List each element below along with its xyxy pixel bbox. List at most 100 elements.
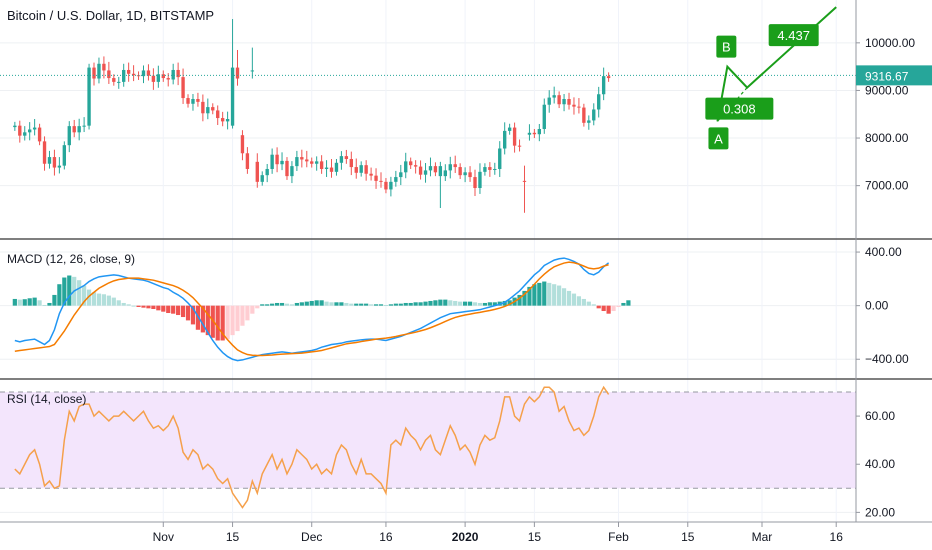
macd-histogram-bar [438, 299, 443, 306]
pattern-point-a-label-box[interactable] [708, 127, 729, 150]
macd-histogram-bar [517, 294, 522, 306]
candle-body [18, 125, 22, 136]
macd-histogram-bar [304, 301, 309, 306]
candle-body [438, 166, 443, 177]
x-tick-label: 16 [379, 530, 393, 544]
macd-histogram-bar [111, 297, 116, 306]
macd-histogram-bar [413, 302, 418, 306]
price-tick-label: 7000.00 [865, 179, 909, 193]
candle-body [532, 132, 537, 135]
candle-body [339, 156, 344, 163]
macd-histogram-bar [260, 304, 265, 306]
macd-histogram-bar [547, 282, 552, 306]
candle-body [572, 104, 576, 107]
candle-body [112, 78, 116, 82]
abcd-pattern-line [716, 6, 837, 122]
rsi-line [14, 385, 610, 509]
candle-body [280, 160, 284, 165]
macd-histogram-bar [52, 294, 57, 306]
candle-body [13, 125, 17, 128]
pattern-point-b-label-box[interactable] [716, 35, 737, 58]
macd-histogram-bar [542, 281, 547, 306]
series-layer: A B 0.308 4.437 [0, 6, 856, 509]
macd-tick-label: −400.00 [865, 352, 909, 366]
macd-histogram-bar [279, 302, 285, 306]
macd-histogram-bar [532, 284, 537, 306]
pattern-ratio-cd-label-box[interactable] [768, 24, 819, 47]
candle-body [295, 157, 299, 167]
macd-histogram-bar [136, 305, 141, 307]
candle-body [443, 170, 448, 177]
macd-histogram-bar [344, 302, 349, 306]
macd-title: MACD (12, 26, close, 9) [7, 252, 135, 266]
macd-histogram-bar [67, 275, 72, 306]
candle-body [126, 69, 131, 74]
macd-histogram-bar [458, 301, 463, 306]
macd-histogram-bar [616, 305, 621, 307]
candle-body [171, 69, 175, 80]
candle-body [587, 120, 591, 123]
macd-histogram-bar [552, 284, 557, 306]
macd-histogram-bar [453, 300, 458, 306]
macd-histogram-bar [126, 304, 131, 306]
rsi-band [0, 392, 856, 489]
macd-histogram-bar [274, 302, 280, 306]
candle-body [592, 109, 596, 121]
macd-histogram-bar [82, 285, 87, 306]
candle-body [527, 132, 532, 135]
candle-body [394, 177, 398, 182]
macd-histogram-bar [576, 296, 582, 306]
candle-body [72, 126, 76, 133]
price-tick-label: 10000.00 [865, 36, 915, 50]
candle-body [537, 128, 542, 135]
candle-body [102, 63, 106, 71]
candle-body [265, 168, 269, 176]
candle-body [314, 161, 319, 164]
macd-histogram-bar [141, 305, 146, 308]
candle-body [161, 74, 165, 79]
candle-body [23, 132, 27, 136]
candle-body [62, 145, 67, 166]
candle-body [597, 94, 601, 110]
macd-histogram-bar [62, 277, 67, 306]
candle-body [512, 127, 517, 146]
candle-body [32, 127, 37, 130]
macd-histogram-bar [131, 305, 136, 307]
candle-body [191, 99, 195, 104]
macd-histogram-bar [17, 299, 22, 306]
macd-histogram-bar [294, 302, 299, 306]
macd-histogram-bar [561, 288, 567, 306]
macd-histogram-bar [443, 299, 448, 306]
candle-body [255, 161, 259, 182]
macd-histogram-bar [383, 304, 389, 306]
macd-histogram-bar [250, 305, 255, 314]
candle-body [250, 70, 255, 72]
macd-histogram-bar [492, 302, 497, 306]
price-tick-label: 9000.00 [865, 83, 909, 97]
candle-body [601, 76, 606, 95]
candle-body [582, 107, 586, 123]
x-tick-label: 15 [681, 530, 695, 544]
pattern-point-b-label: B [722, 40, 731, 55]
macd-histogram-bar [527, 286, 532, 306]
pattern-ratio-bc-label-box[interactable] [705, 97, 774, 120]
macd-histogram-bar [101, 294, 107, 306]
macd-histogram-bar [522, 290, 527, 306]
macd-histogram-bar [537, 282, 542, 306]
candle-body [507, 127, 512, 131]
candle-body [389, 181, 393, 190]
macd-histogram-bar [91, 292, 97, 306]
macd-histogram-bar [146, 305, 151, 309]
macd-histogram-bar [319, 300, 324, 306]
candle-body [359, 165, 363, 173]
candle-body [547, 97, 551, 105]
candle-body [146, 70, 151, 76]
macd-histogram-bar [581, 298, 586, 306]
candle-body [97, 63, 101, 79]
macd-histogram-bar [388, 304, 393, 306]
macd-histogram-bar [185, 305, 191, 321]
candle-body [310, 161, 314, 164]
candle-body [141, 70, 146, 77]
macd-histogram-bar [364, 303, 369, 306]
